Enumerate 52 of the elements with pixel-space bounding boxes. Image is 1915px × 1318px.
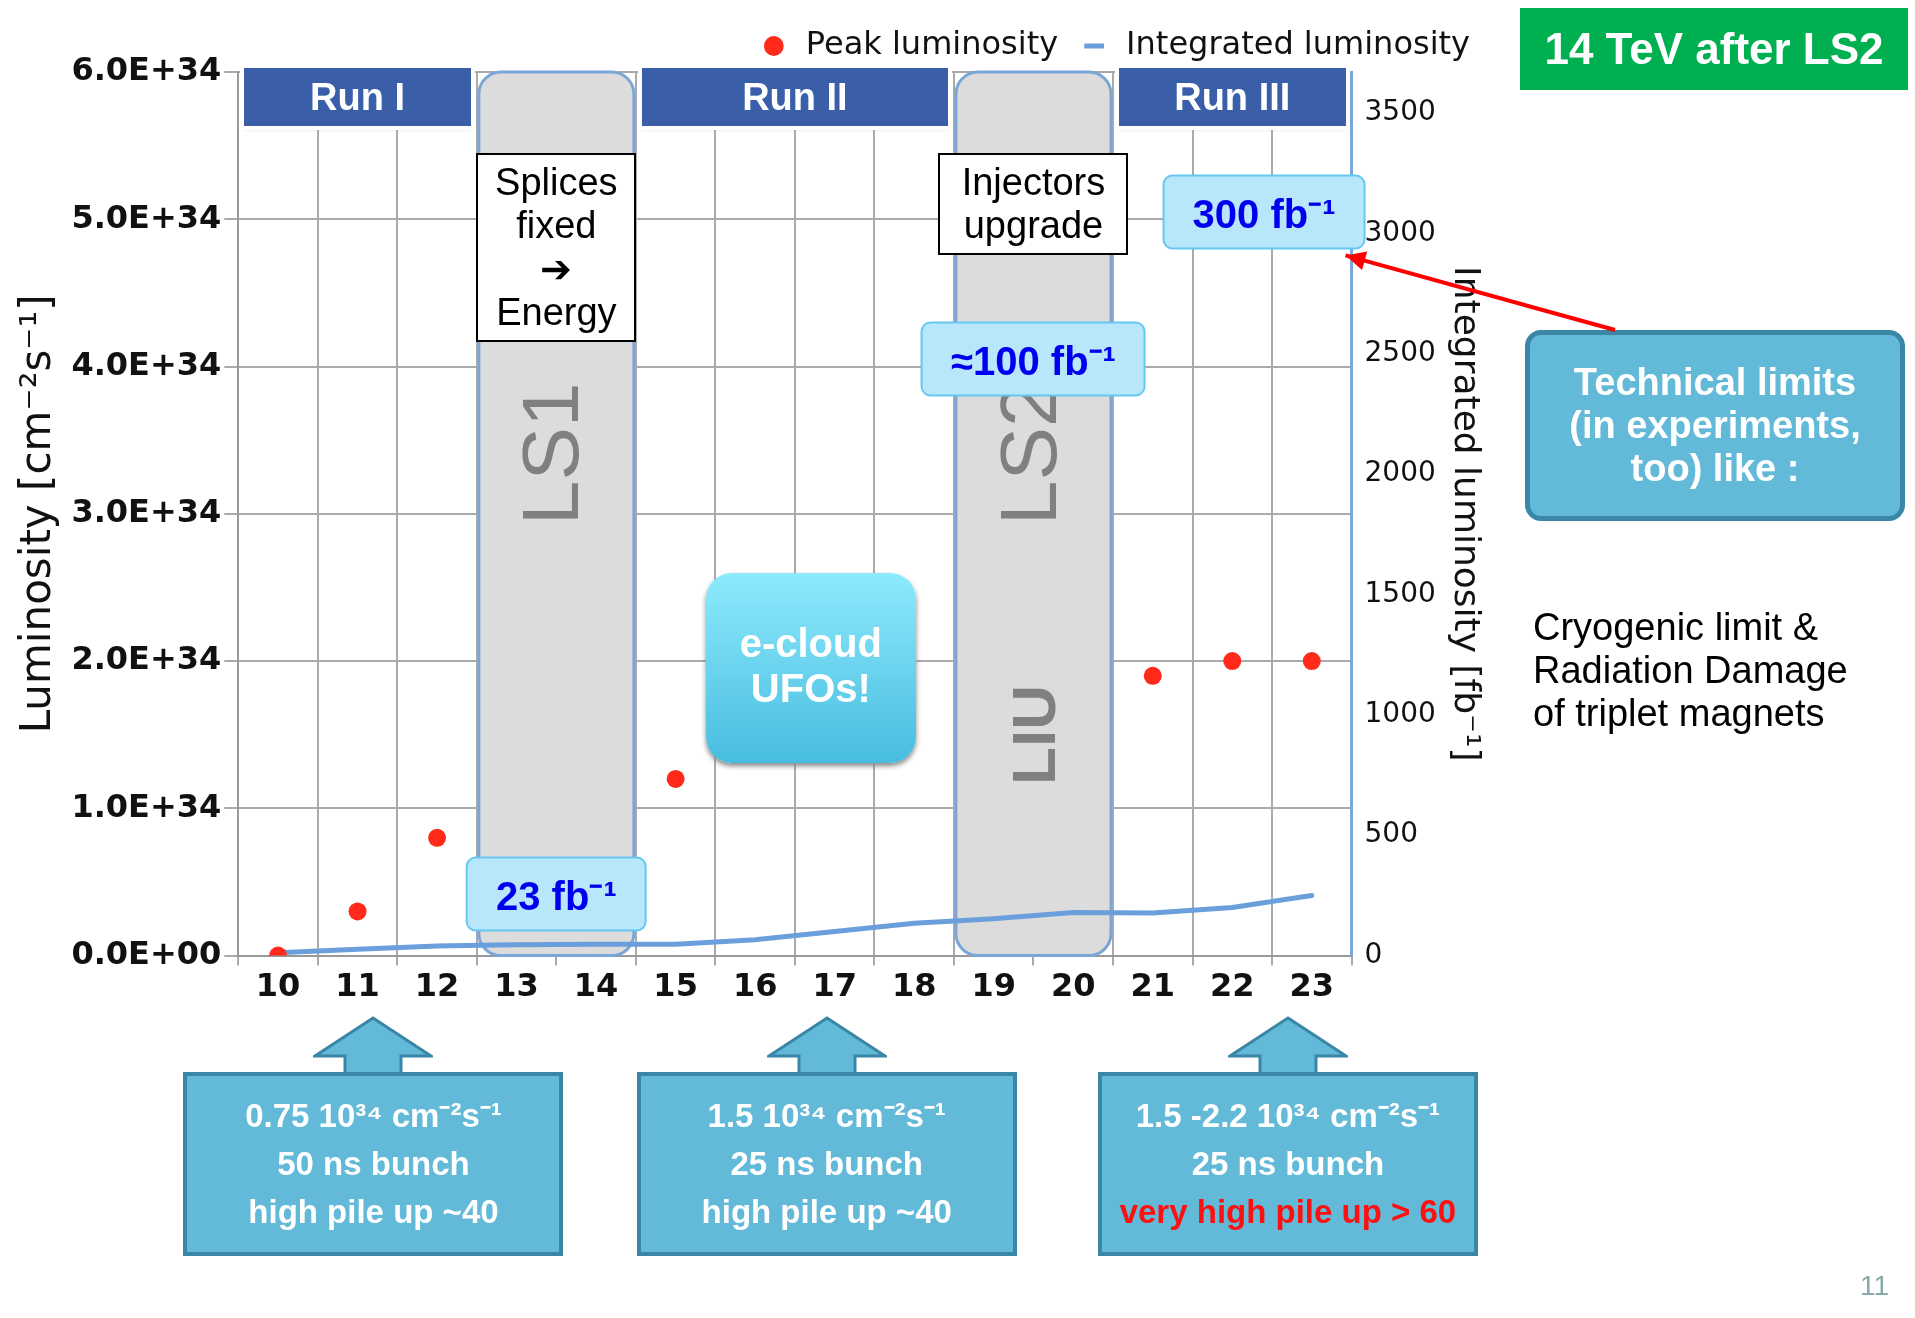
text: 11 [1860,1270,1890,1301]
scroll-banner: Technical limits (in experiments, too) like : [1525,330,1905,521]
text: 14 TeV after LS2 [1544,24,1884,73]
annotation: Injectors upgrade [961,160,1106,246]
y2-tick-label: 3500 [1364,94,1436,128]
x-tick-label: 22 [1210,966,1255,1005]
legend-label: Integrated luminosity [1126,24,1470,63]
annotation: 300 fb⁻¹ [1192,191,1336,236]
x-tick-label: 19 [971,966,1016,1005]
annotation: Run III [1174,76,1291,118]
text: Cryogenic limit & Radiation Damage of triplet magnets [1533,606,1848,734]
y2-tick-label: 2500 [1364,334,1436,368]
x-tick-label: 17 [812,966,857,1005]
text: 1.5 10³⁴ cm⁻²s⁻¹ 25 ns bunch high pile up ~40 [701,1097,952,1230]
annotation: Run II [742,76,848,118]
x-tick-label: 15 [653,966,698,1005]
annotation: ≈100 fb⁻¹ [951,338,1116,383]
x-tick-label: 11 [335,966,380,1005]
y2-tick-label: 0 [1364,936,1383,970]
text: 0.75 10³⁴ cm⁻²s⁻¹ 50 ns bunch high pile up ~40 [245,1097,502,1230]
annotation: 23 fb⁻¹ [496,873,617,918]
x-tick-label: 13 [494,966,539,1005]
annotation: LIU [998,684,1068,785]
y-tick-label: 4.0E+34 [71,344,222,383]
y2-tick-label: 1500 [1364,575,1436,609]
legend-label: Peak luminosity [805,24,1059,63]
y-tick-label: 5.0E+34 [71,197,222,236]
y2-tick-label: 3000 [1364,214,1436,248]
x-tick-label: 16 [732,966,778,1005]
x-tick-label: 12 [414,966,460,1005]
x-tick-label: 21 [1130,966,1176,1005]
y2-tick-label: 2000 [1364,455,1436,489]
x-tick-label: 23 [1289,966,1335,1005]
text: 1.5 -2.2 10³⁴ cm⁻²s⁻¹ 25 ns bunch very high pile up > 60 [1119,1097,1457,1230]
x-tick-label: 20 [1050,966,1096,1005]
y2-tick-label: 1000 [1364,696,1436,730]
x-tick-label: 14 [573,966,619,1005]
y2-tick-label: 500 [1364,816,1418,850]
y-axis-title: Luminosity [cm⁻²s⁻¹] [11,294,61,734]
y-tick-label: 1.0E+34 [71,786,222,825]
y-tick-label: 0.0E+00 [71,933,222,972]
annotation: e-cloud UFOs! [739,621,882,711]
band-label: LS1 [506,382,596,525]
x-tick-label: 18 [891,966,937,1005]
y-tick-label: 6.0E+34 [71,50,222,89]
rounded-box: e-cloud UFOs! [705,573,916,764]
annotation: Splices fixed ➔ Energy [495,160,618,333]
x-tick-label: 10 [255,966,301,1005]
y-tick-label: 2.0E+34 [71,639,222,678]
y2-axis-title: Integrated luminosity [fb⁻¹] [1447,266,1489,762]
y-tick-label: 3.0E+34 [71,492,222,531]
annotation: Run I [310,76,406,118]
